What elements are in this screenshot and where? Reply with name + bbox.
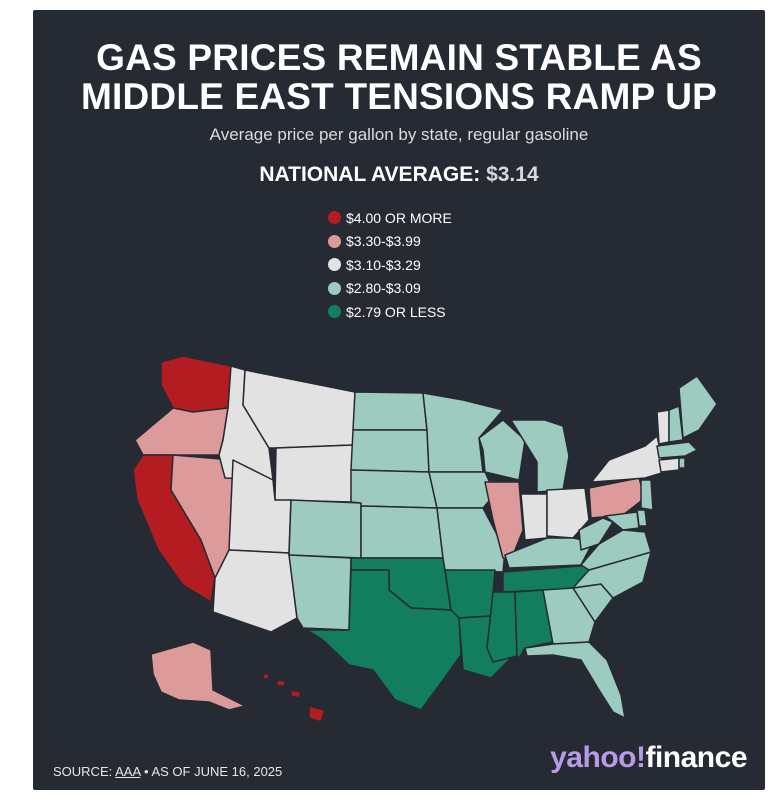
legend-label-279-or-less: $2.79 OR LESS: [346, 303, 446, 320]
state-ms: [486, 591, 518, 663]
source-link-aaa[interactable]: AAA: [115, 764, 141, 779]
infographic-card: GAS PRICES REMAIN STABLE AS MIDDLE EAST …: [33, 10, 765, 790]
state-nm: [288, 554, 352, 631]
state-ma: [656, 441, 698, 459]
state-me: [678, 375, 718, 439]
legend-swatch-280-309: [328, 281, 341, 295]
national-average: NATIONAL AVERAGE: $3.14: [33, 163, 765, 187]
national-average-label: NATIONAL AVERAGE:: [259, 163, 481, 186]
state-ia: [428, 471, 496, 509]
legend-label-310-329: $3.10-$3.29: [346, 256, 421, 273]
legend-swatch-279-or-less: [328, 305, 341, 319]
legend-swatch-4-or-more: [328, 211, 341, 225]
state-fl: [524, 641, 626, 719]
yahoo-finance-logo: yahoo!finance: [550, 741, 747, 775]
state-ny: [592, 435, 666, 483]
state-ar: [444, 569, 496, 619]
state-wa: [160, 355, 232, 413]
national-average-value: $3.14: [486, 163, 539, 186]
us-state-gas-price-map: [132, 355, 718, 723]
headline-line-2: MIDDLE EAST TENSIONS RAMP UP: [80, 76, 718, 117]
state-md: [604, 511, 640, 531]
legend-item-330-399: $3.30-$3.99: [328, 230, 452, 254]
legend-item-280-309: $2.80-$3.09: [328, 277, 452, 301]
state-ks: [360, 505, 444, 559]
state-mn: [422, 392, 504, 473]
legend-item-4-or-more: $4.00 OR MORE: [328, 206, 452, 230]
state-ak: [150, 641, 246, 711]
legend: $4.00 OR MORE $3.30-$3.99 $3.10-$3.29 $2…: [328, 206, 452, 324]
legend-item-310-329: $3.10-$3.29: [328, 253, 452, 277]
legend-swatch-310-329: [328, 258, 341, 272]
state-mi: [510, 419, 570, 493]
state-wy: [274, 444, 354, 503]
state-az: [212, 549, 298, 633]
state-vt: [656, 409, 670, 445]
legend-swatch-330-399: [328, 234, 341, 248]
subtitle: Average price per gallon by state, regul…: [209, 125, 589, 144]
state-nh: [668, 405, 684, 443]
source-note: SOURCE: AAA • AS OF JUNE 16, 2025: [53, 764, 282, 779]
state-hi-islands: [262, 673, 302, 699]
logo-finance: finance: [645, 741, 747, 774]
state-hi: [308, 705, 326, 723]
state-ri: [678, 457, 686, 469]
state-wv: [578, 517, 614, 551]
state-ne: [350, 469, 438, 509]
state-sd: [350, 429, 430, 473]
state-or: [134, 407, 229, 456]
legend-label-4-or-more: $4.00 OR MORE: [346, 209, 452, 226]
state-nj: [640, 479, 654, 511]
legend-item-279-or-less: $2.79 OR LESS: [328, 300, 452, 324]
legend-label-330-399: $3.30-$3.99: [346, 233, 421, 250]
state-wi: [478, 419, 526, 481]
headline-line-1: GAS PRICES REMAIN STABLE AS: [96, 37, 702, 78]
state-co: [288, 499, 362, 559]
source-prefix: SOURCE:: [53, 764, 116, 779]
state-nd: [352, 391, 428, 431]
state-ct: [658, 457, 680, 473]
source-date: • AS OF JUNE 16, 2025: [140, 764, 283, 779]
state-tx: [306, 569, 462, 711]
legend-label-280-309: $2.80-$3.09: [346, 280, 421, 297]
state-in: [520, 493, 548, 541]
logo-yahoo: yahoo!: [550, 741, 646, 774]
